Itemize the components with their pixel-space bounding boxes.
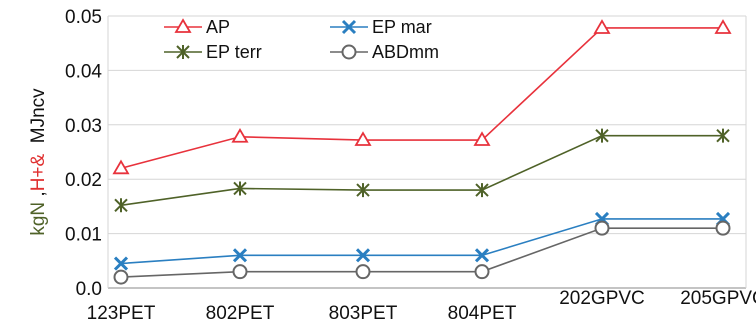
data-point bbox=[113, 256, 129, 271]
circle-marker bbox=[355, 264, 371, 280]
circle-marker bbox=[594, 220, 610, 236]
data-point bbox=[714, 19, 732, 34]
y-tick-label: 0.04 bbox=[65, 61, 102, 82]
star-marker bbox=[475, 183, 489, 198]
x-marker bbox=[113, 256, 129, 271]
legend-label: EP mar bbox=[372, 17, 432, 37]
legend-item: EP mar bbox=[330, 17, 432, 37]
data-point bbox=[594, 220, 610, 236]
y-axis-label-part: kgN bbox=[28, 202, 49, 236]
legend-item: ABDmm bbox=[330, 42, 439, 62]
circle-marker bbox=[715, 220, 731, 236]
series-layer bbox=[112, 19, 732, 285]
data-point bbox=[355, 264, 371, 280]
circle-marker bbox=[341, 44, 357, 60]
circle-marker bbox=[474, 264, 490, 280]
x-marker bbox=[232, 248, 248, 263]
legend-marker bbox=[341, 19, 357, 35]
legend-item: AP bbox=[164, 17, 230, 37]
data-point bbox=[715, 220, 731, 236]
x-tick-label: 205GPVC bbox=[680, 288, 756, 309]
data-point bbox=[473, 131, 491, 146]
data-point bbox=[114, 198, 128, 213]
triangle-marker bbox=[354, 131, 372, 146]
y-tick-label: 0.02 bbox=[65, 170, 102, 191]
star-marker bbox=[114, 198, 128, 213]
data-point bbox=[593, 19, 611, 34]
star-marker bbox=[356, 183, 370, 198]
gridlines bbox=[107, 15, 747, 289]
triangle-marker bbox=[714, 19, 732, 34]
series-line bbox=[120, 27, 723, 170]
series-line bbox=[120, 218, 723, 265]
series-ep-mar bbox=[113, 211, 731, 271]
star-marker bbox=[233, 181, 247, 196]
data-point bbox=[595, 128, 609, 143]
x-tick-label: 802PET bbox=[206, 303, 275, 323]
data-point bbox=[231, 127, 249, 143]
data-point bbox=[232, 248, 248, 263]
y-axis-label-part: H+& bbox=[28, 153, 49, 191]
data-point bbox=[354, 131, 372, 146]
y-axis-label: kgN ,H+& MJncv bbox=[28, 88, 49, 236]
y-tick-label: 0.05 bbox=[65, 7, 102, 28]
triangle-marker bbox=[174, 18, 192, 33]
star-marker bbox=[716, 128, 730, 143]
data-point bbox=[113, 269, 129, 285]
data-point bbox=[232, 264, 248, 280]
x-tick-label: 123PET bbox=[87, 303, 156, 323]
data-point bbox=[475, 183, 489, 198]
legend: AP EP mar EP terr ABDmm bbox=[164, 17, 439, 62]
circle-marker bbox=[113, 269, 129, 285]
circle-marker bbox=[232, 264, 248, 280]
series-line bbox=[120, 227, 723, 278]
series-line bbox=[120, 134, 723, 207]
y-axis-label-part: MJncv bbox=[28, 88, 49, 154]
x-marker bbox=[341, 19, 357, 35]
legend-marker bbox=[341, 44, 357, 60]
legend-marker bbox=[174, 18, 192, 33]
triangle-marker bbox=[112, 159, 130, 175]
x-tick-label: 202GPVC bbox=[559, 288, 645, 309]
data-point bbox=[233, 181, 247, 196]
legend-marker bbox=[176, 45, 190, 59]
legend-item: EP terr bbox=[164, 42, 262, 62]
data-point bbox=[356, 183, 370, 198]
data-point bbox=[474, 248, 490, 263]
triangle-marker bbox=[593, 19, 611, 34]
series-ap bbox=[112, 19, 732, 175]
x-marker bbox=[355, 248, 371, 263]
data-point bbox=[112, 159, 130, 175]
data-point bbox=[474, 264, 490, 280]
series-ep-terr bbox=[114, 128, 730, 213]
x-tick-label: 803PET bbox=[329, 303, 398, 323]
series-abdmm bbox=[113, 220, 731, 285]
y-tick-label: 0.03 bbox=[65, 116, 102, 137]
y-tick-label: 0.01 bbox=[65, 225, 102, 246]
y-axis-label-part: , bbox=[28, 191, 49, 202]
triangle-marker bbox=[231, 127, 249, 143]
y-tick-labels: 0.0 0.01 0.02 0.03 0.04 0.05 bbox=[65, 7, 102, 300]
y-tick-label: 0.0 bbox=[76, 279, 102, 300]
x-marker bbox=[474, 248, 490, 263]
legend-label: EP terr bbox=[206, 42, 262, 62]
star-marker bbox=[595, 128, 609, 143]
x-tick-label: 804PET bbox=[448, 303, 517, 323]
data-point bbox=[716, 128, 730, 143]
triangle-marker bbox=[473, 131, 491, 146]
x-tick-labels: 123PET 802PET 803PET 804PET 202GPVC 205GPVC bbox=[87, 288, 756, 323]
data-point bbox=[355, 248, 371, 263]
legend-label: AP bbox=[206, 17, 230, 37]
star-marker bbox=[176, 45, 190, 59]
legend-label: ABDmm bbox=[372, 42, 439, 62]
